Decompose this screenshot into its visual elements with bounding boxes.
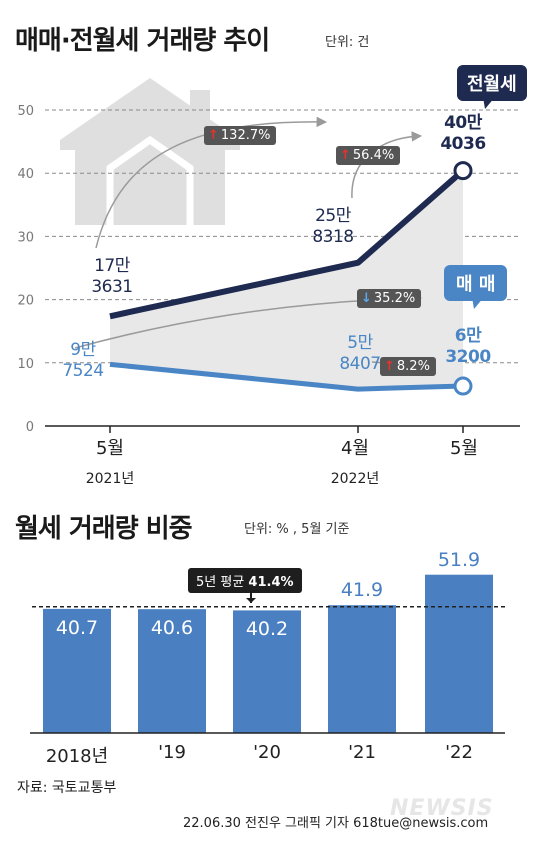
sale-callout-pointer (472, 297, 484, 309)
up-arrow-icon: ↑ (208, 128, 219, 143)
bar-series (43, 574, 493, 733)
x-label-2021-05: 5월 2021년 (70, 434, 150, 488)
bar-value-label: 40.7 (55, 616, 99, 639)
bar (425, 574, 493, 733)
bar-value-label: 40.6 (150, 617, 194, 640)
rent-label-2022-04: 25만 8318 (303, 206, 363, 248)
rent-callout-label: 전월세 (457, 65, 527, 101)
bar-value-label: 40.2 (245, 618, 289, 641)
up-arrow-icon: ↑ (384, 359, 395, 374)
x-label-2022-05-month: 5월 (449, 438, 478, 459)
newsis-watermark: NEWSIS (390, 796, 494, 821)
rent-label-2022-05: 40만 4036 (433, 113, 493, 155)
pill-sale-yoy-text: 35.2% (373, 291, 416, 306)
up-arrow-icon: ↑ (340, 148, 351, 163)
rent-callout: 전월세 (457, 65, 527, 109)
bar (138, 609, 206, 733)
bar-category-label: '22 (445, 742, 473, 763)
x-label-2021-05-month: 5월 (95, 438, 124, 459)
pill-rent-yoy: ↑ 132.7% (204, 126, 277, 145)
sale-label-2021-05-line2: 7524 (62, 361, 104, 381)
y-tick-label: 20 (17, 294, 34, 309)
house-icon (60, 78, 240, 225)
sale-label-2021-05-line1: 9만 (70, 340, 96, 360)
y-tick-labels: 0 10 20 30 40 50 (17, 104, 34, 435)
average-label-prefix: 5년 평균 (196, 575, 249, 590)
y-tick-label: 50 (17, 104, 34, 119)
x-label-2021-05-year: 2021년 (85, 471, 135, 487)
x-label-2022-04-year: 2022년 (330, 471, 380, 487)
average-label: 5년 평균 41.4% (188, 568, 302, 593)
y-tick-label: 10 (17, 357, 34, 372)
sale-label-2022-04-line2: 8407 (339, 354, 381, 374)
bar-value-label: 51.9 (437, 548, 481, 571)
bar-value-label: 41.9 (340, 579, 384, 602)
rent-series-line (109, 168, 465, 320)
line-chart: 0 10 20 30 40 50 (17, 78, 520, 435)
line-chart-unit: 단위: 건 (325, 35, 370, 50)
pill-rent-mom: ↑ 56.4% (336, 146, 401, 165)
x-label-2022-05: 5월 (424, 434, 504, 460)
rent-label-2021-05-line1: 17만 (94, 256, 130, 276)
average-pointer (246, 589, 256, 603)
pill-sale-yoy: ↓ 35.2% (357, 289, 422, 308)
line-chart-title: 매매·전월세 거래량 추이 (15, 26, 270, 56)
bar-category-label: '20 (253, 742, 281, 763)
x-ticks (109, 426, 464, 433)
sale-label-2022-05-line2: 3200 (445, 347, 491, 367)
sale-label-2022-04: 5만 8407 (330, 333, 390, 375)
sale-label-2022-04-line1: 5만 (347, 333, 373, 353)
rent-label-2022-04-line1: 25만 (315, 206, 351, 226)
rent-label-2021-05-line2: 3631 (91, 277, 133, 297)
sale-label-2021-05: 9만 7524 (53, 340, 113, 382)
bar-chart-unit: 단위: % , 5월 기준 (244, 522, 350, 537)
bar-chart-title: 월세 거래량 비중 (15, 514, 193, 544)
pill-rent-yoy-text: 132.7% (220, 128, 271, 143)
rent-label-2021-05: 17만 3631 (82, 256, 142, 298)
x-label-2022-04-month: 4월 (340, 438, 369, 459)
sale-callout: 매 매 (444, 265, 508, 309)
bar (43, 608, 111, 733)
y-tick-label: 40 (17, 167, 34, 182)
rent-label-2022-05-line1: 40만 (444, 113, 482, 133)
y-tick-label: 30 (17, 230, 34, 245)
x-label-2022-04: 4월 2022년 (315, 434, 395, 488)
bar-category-label: '21 (348, 742, 376, 763)
y-tick-label: 0 (26, 420, 34, 435)
rent-label-2022-05-line2: 4036 (440, 134, 486, 154)
pill-rent-mom-text: 56.4% (352, 148, 395, 163)
bar-chart (30, 574, 505, 734)
rent-last-point (453, 161, 473, 181)
source-note: 자료: 국토교통부 (17, 780, 117, 796)
sale-label-2022-05-line1: 6만 (454, 326, 482, 346)
pill-sale-mom: ↑ 8.2% (380, 357, 436, 376)
bar-category-label: 2018년 (45, 746, 109, 767)
sale-callout-label: 매 매 (444, 265, 508, 301)
down-arrow-icon: ↓ (361, 291, 372, 306)
average-callout: 5년 평균 41.4% (188, 568, 302, 603)
pill-sale-mom-text: 8.2% (396, 359, 430, 374)
bar-category-label: '19 (158, 742, 186, 763)
credit-line: 22.06.30 전진우 그래픽 기자 618tue@newsis.com (183, 816, 489, 831)
bar (233, 610, 301, 733)
average-label-value: 41.4% (248, 575, 294, 590)
rent-label-2022-04-line2: 8318 (312, 227, 354, 247)
growth-arrow (95, 116, 328, 249)
rent-callout-pointer (483, 97, 495, 109)
sale-label-2022-05: 6만 3200 (438, 326, 498, 368)
sale-series-line (109, 361, 464, 392)
bar (328, 605, 396, 733)
sale-last-point (453, 376, 473, 396)
